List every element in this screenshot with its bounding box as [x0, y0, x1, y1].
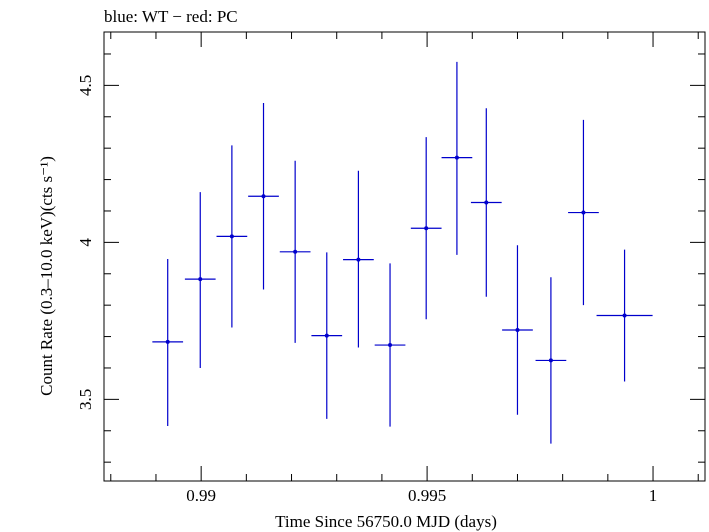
- y-tick-label: 4: [76, 238, 95, 247]
- axis-tick-labels: 0.99 0.995 1 3.5 4 4.5: [76, 75, 657, 505]
- data-point: [152, 259, 184, 427]
- point-marker: [484, 200, 489, 205]
- point-marker: [548, 358, 553, 363]
- y-tick-label: 3.5: [76, 389, 95, 410]
- data-point: [184, 192, 216, 368]
- point-marker: [198, 277, 203, 282]
- x-tick-label: 0.99: [186, 486, 216, 505]
- data-point: [470, 108, 502, 297]
- y-axis-label: Count Rate (0.3–10.0 keV)(cts s⁻¹): [37, 156, 56, 396]
- plot-frame: [103, 31, 706, 482]
- data-point: [279, 160, 311, 343]
- point-marker: [324, 333, 329, 338]
- data-point: [311, 252, 343, 419]
- data-point: [374, 263, 406, 427]
- point-marker: [356, 257, 361, 262]
- point-marker: [388, 343, 393, 348]
- data-point: [216, 145, 248, 328]
- chart-title: blue: WT − red: PC: [104, 7, 238, 26]
- point-marker: [165, 339, 170, 344]
- x-tick-label: 1: [649, 486, 658, 505]
- point-marker: [261, 194, 266, 199]
- data-point: [535, 277, 567, 444]
- point-marker: [424, 226, 429, 231]
- data-point: [410, 137, 442, 320]
- point-marker: [581, 210, 586, 215]
- point-marker: [515, 327, 520, 332]
- point-marker: [622, 313, 627, 318]
- y-tick-label: 4.5: [76, 75, 95, 96]
- point-marker: [229, 234, 234, 239]
- point-marker: [293, 249, 298, 254]
- x-axis-label: Time Since 56750.0 MJD (days): [275, 512, 497, 531]
- data-point: [248, 102, 279, 290]
- data-point: [343, 170, 374, 348]
- data-point: [502, 245, 533, 415]
- data-point: [568, 119, 599, 306]
- data-point: [596, 249, 653, 382]
- data-point: [441, 61, 473, 255]
- point-marker: [454, 155, 459, 160]
- data-points: [152, 61, 653, 444]
- axis-ticks: [104, 32, 705, 481]
- x-tick-label: 0.995: [408, 486, 446, 505]
